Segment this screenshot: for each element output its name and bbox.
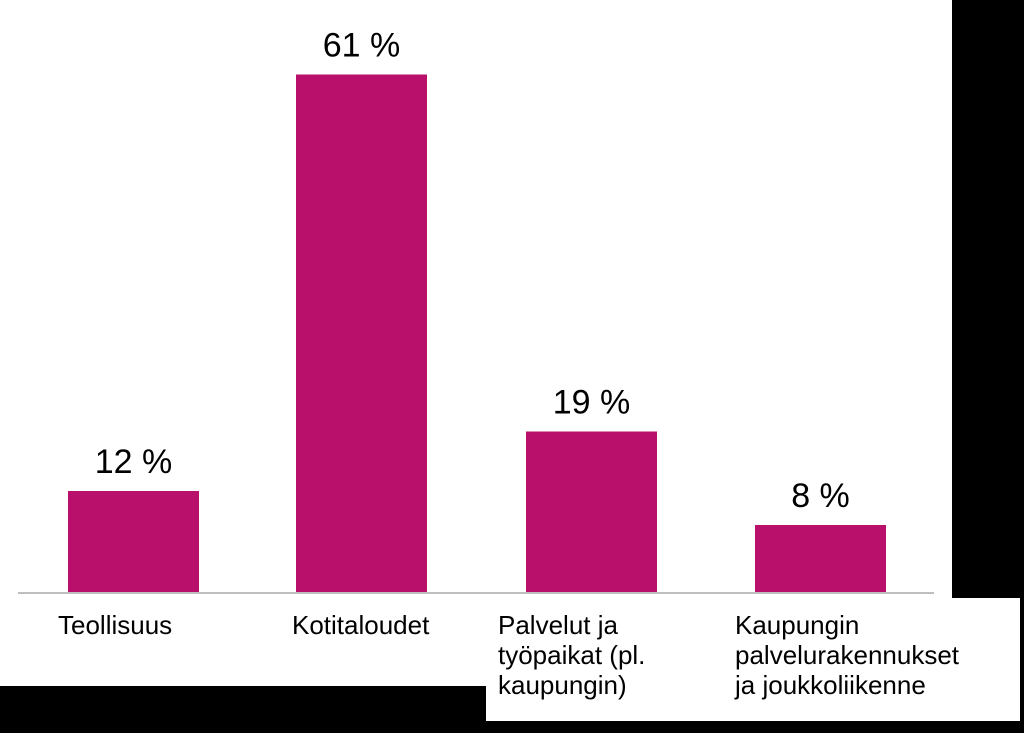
category-label-line: palvelurakennukset xyxy=(735,640,960,670)
category-label-line: Palvelut ja xyxy=(498,610,618,640)
category-label-line: ja joukkoliikenne xyxy=(735,670,926,700)
data-label-2: 61 % xyxy=(323,27,401,65)
data-label-4: 8 % xyxy=(791,477,850,515)
bar-4 xyxy=(755,525,886,593)
label-background-right xyxy=(486,598,1020,721)
category-label-3: Palvelut ja työpaikat (pl. kaupungin) xyxy=(498,610,645,700)
category-label-line: Teollisuus xyxy=(58,610,173,640)
category-label-1: Teollisuus xyxy=(58,610,172,640)
bar-1 xyxy=(68,491,199,593)
bar-3 xyxy=(526,431,657,593)
category-label-line: Kaupungin xyxy=(735,610,860,640)
bar-2 xyxy=(296,74,427,593)
category-label-line: Kotitaloudet xyxy=(292,610,430,640)
data-label-3: 19 % xyxy=(553,384,631,422)
data-labels-group: 12 % 61 % 19 % 8 % xyxy=(95,27,850,516)
category-label-line: kaupungin) xyxy=(498,670,627,700)
bars-group xyxy=(68,74,886,593)
category-label-4: Kaupungin palvelurakennukset ja joukkoliik… xyxy=(735,610,959,700)
data-label-1: 12 % xyxy=(95,443,173,481)
category-label-line: työpaikat (pl. xyxy=(498,640,646,670)
category-label-2: Kotitaloudet xyxy=(292,610,429,640)
